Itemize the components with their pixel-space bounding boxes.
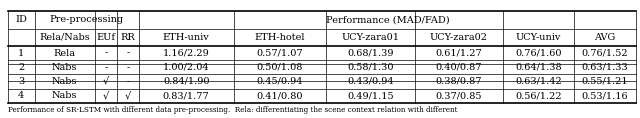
Text: 1.16/2.29: 1.16/2.29	[163, 49, 210, 58]
Text: 0.45/0.94: 0.45/0.94	[257, 77, 303, 86]
Text: Rela/Nabs: Rela/Nabs	[39, 33, 90, 42]
Text: ID: ID	[15, 15, 27, 24]
Text: Pre-processing: Pre-processing	[50, 15, 124, 24]
Text: UCY-zara02: UCY-zara02	[430, 33, 488, 42]
Text: 3: 3	[18, 77, 24, 86]
Text: 0.83/1.77: 0.83/1.77	[163, 91, 210, 100]
Text: 0.53/1.16: 0.53/1.16	[582, 91, 628, 100]
Text: -: -	[126, 63, 130, 72]
Text: EUf: EUf	[97, 33, 115, 42]
Text: Nabs: Nabs	[52, 63, 77, 72]
Text: -: -	[126, 77, 130, 86]
Text: 2: 2	[18, 63, 24, 72]
Text: 0.43/0.94: 0.43/0.94	[348, 77, 394, 86]
Text: 0.63/1.42: 0.63/1.42	[515, 77, 562, 86]
Text: Nabs: Nabs	[52, 77, 77, 86]
Text: 0.38/0.87: 0.38/0.87	[436, 77, 482, 86]
Text: 1: 1	[18, 49, 24, 58]
Text: 0.64/1.38: 0.64/1.38	[515, 63, 562, 72]
Text: Performance of SR-LSTM with different data pre-processing.  Rela: differentiatin: Performance of SR-LSTM with different da…	[8, 106, 457, 114]
Text: Performance (MAD/FAD): Performance (MAD/FAD)	[326, 15, 449, 24]
Text: 0.68/1.39: 0.68/1.39	[348, 49, 394, 58]
Text: 0.55/1.21: 0.55/1.21	[582, 77, 628, 86]
Text: 0.41/0.80: 0.41/0.80	[257, 91, 303, 100]
Text: √: √	[125, 91, 131, 100]
Text: RR: RR	[120, 33, 136, 42]
Text: 0.40/0.87: 0.40/0.87	[436, 63, 482, 72]
Text: 0.57/1.07: 0.57/1.07	[257, 49, 303, 58]
Text: UCY-univ: UCY-univ	[516, 33, 561, 42]
Text: 0.76/1.60: 0.76/1.60	[515, 49, 562, 58]
Text: -: -	[126, 49, 130, 58]
Text: 1.00/2.04: 1.00/2.04	[163, 63, 209, 72]
Text: -: -	[104, 49, 108, 58]
Text: Rela: Rela	[54, 49, 76, 58]
Text: 4: 4	[18, 91, 24, 100]
Text: 0.56/1.22: 0.56/1.22	[515, 91, 562, 100]
Text: 0.76/1.52: 0.76/1.52	[582, 49, 628, 58]
Text: 0.58/1.30: 0.58/1.30	[348, 63, 394, 72]
Text: 0.37/0.85: 0.37/0.85	[436, 91, 482, 100]
Text: -: -	[104, 63, 108, 72]
Text: 0.49/1.15: 0.49/1.15	[348, 91, 394, 100]
Text: 0.50/1.08: 0.50/1.08	[257, 63, 303, 72]
Text: √: √	[103, 91, 109, 100]
Text: ETH-univ: ETH-univ	[163, 33, 210, 42]
Text: UCY-zara01: UCY-zara01	[342, 33, 399, 42]
Text: ETH-hotel: ETH-hotel	[255, 33, 305, 42]
Text: AVG: AVG	[595, 33, 616, 42]
Text: 0.61/1.27: 0.61/1.27	[435, 49, 483, 58]
Text: √: √	[103, 77, 109, 86]
Text: 0.84/1.90: 0.84/1.90	[163, 77, 209, 86]
Text: 0.63/1.33: 0.63/1.33	[582, 63, 628, 72]
Text: Nabs: Nabs	[52, 91, 77, 100]
